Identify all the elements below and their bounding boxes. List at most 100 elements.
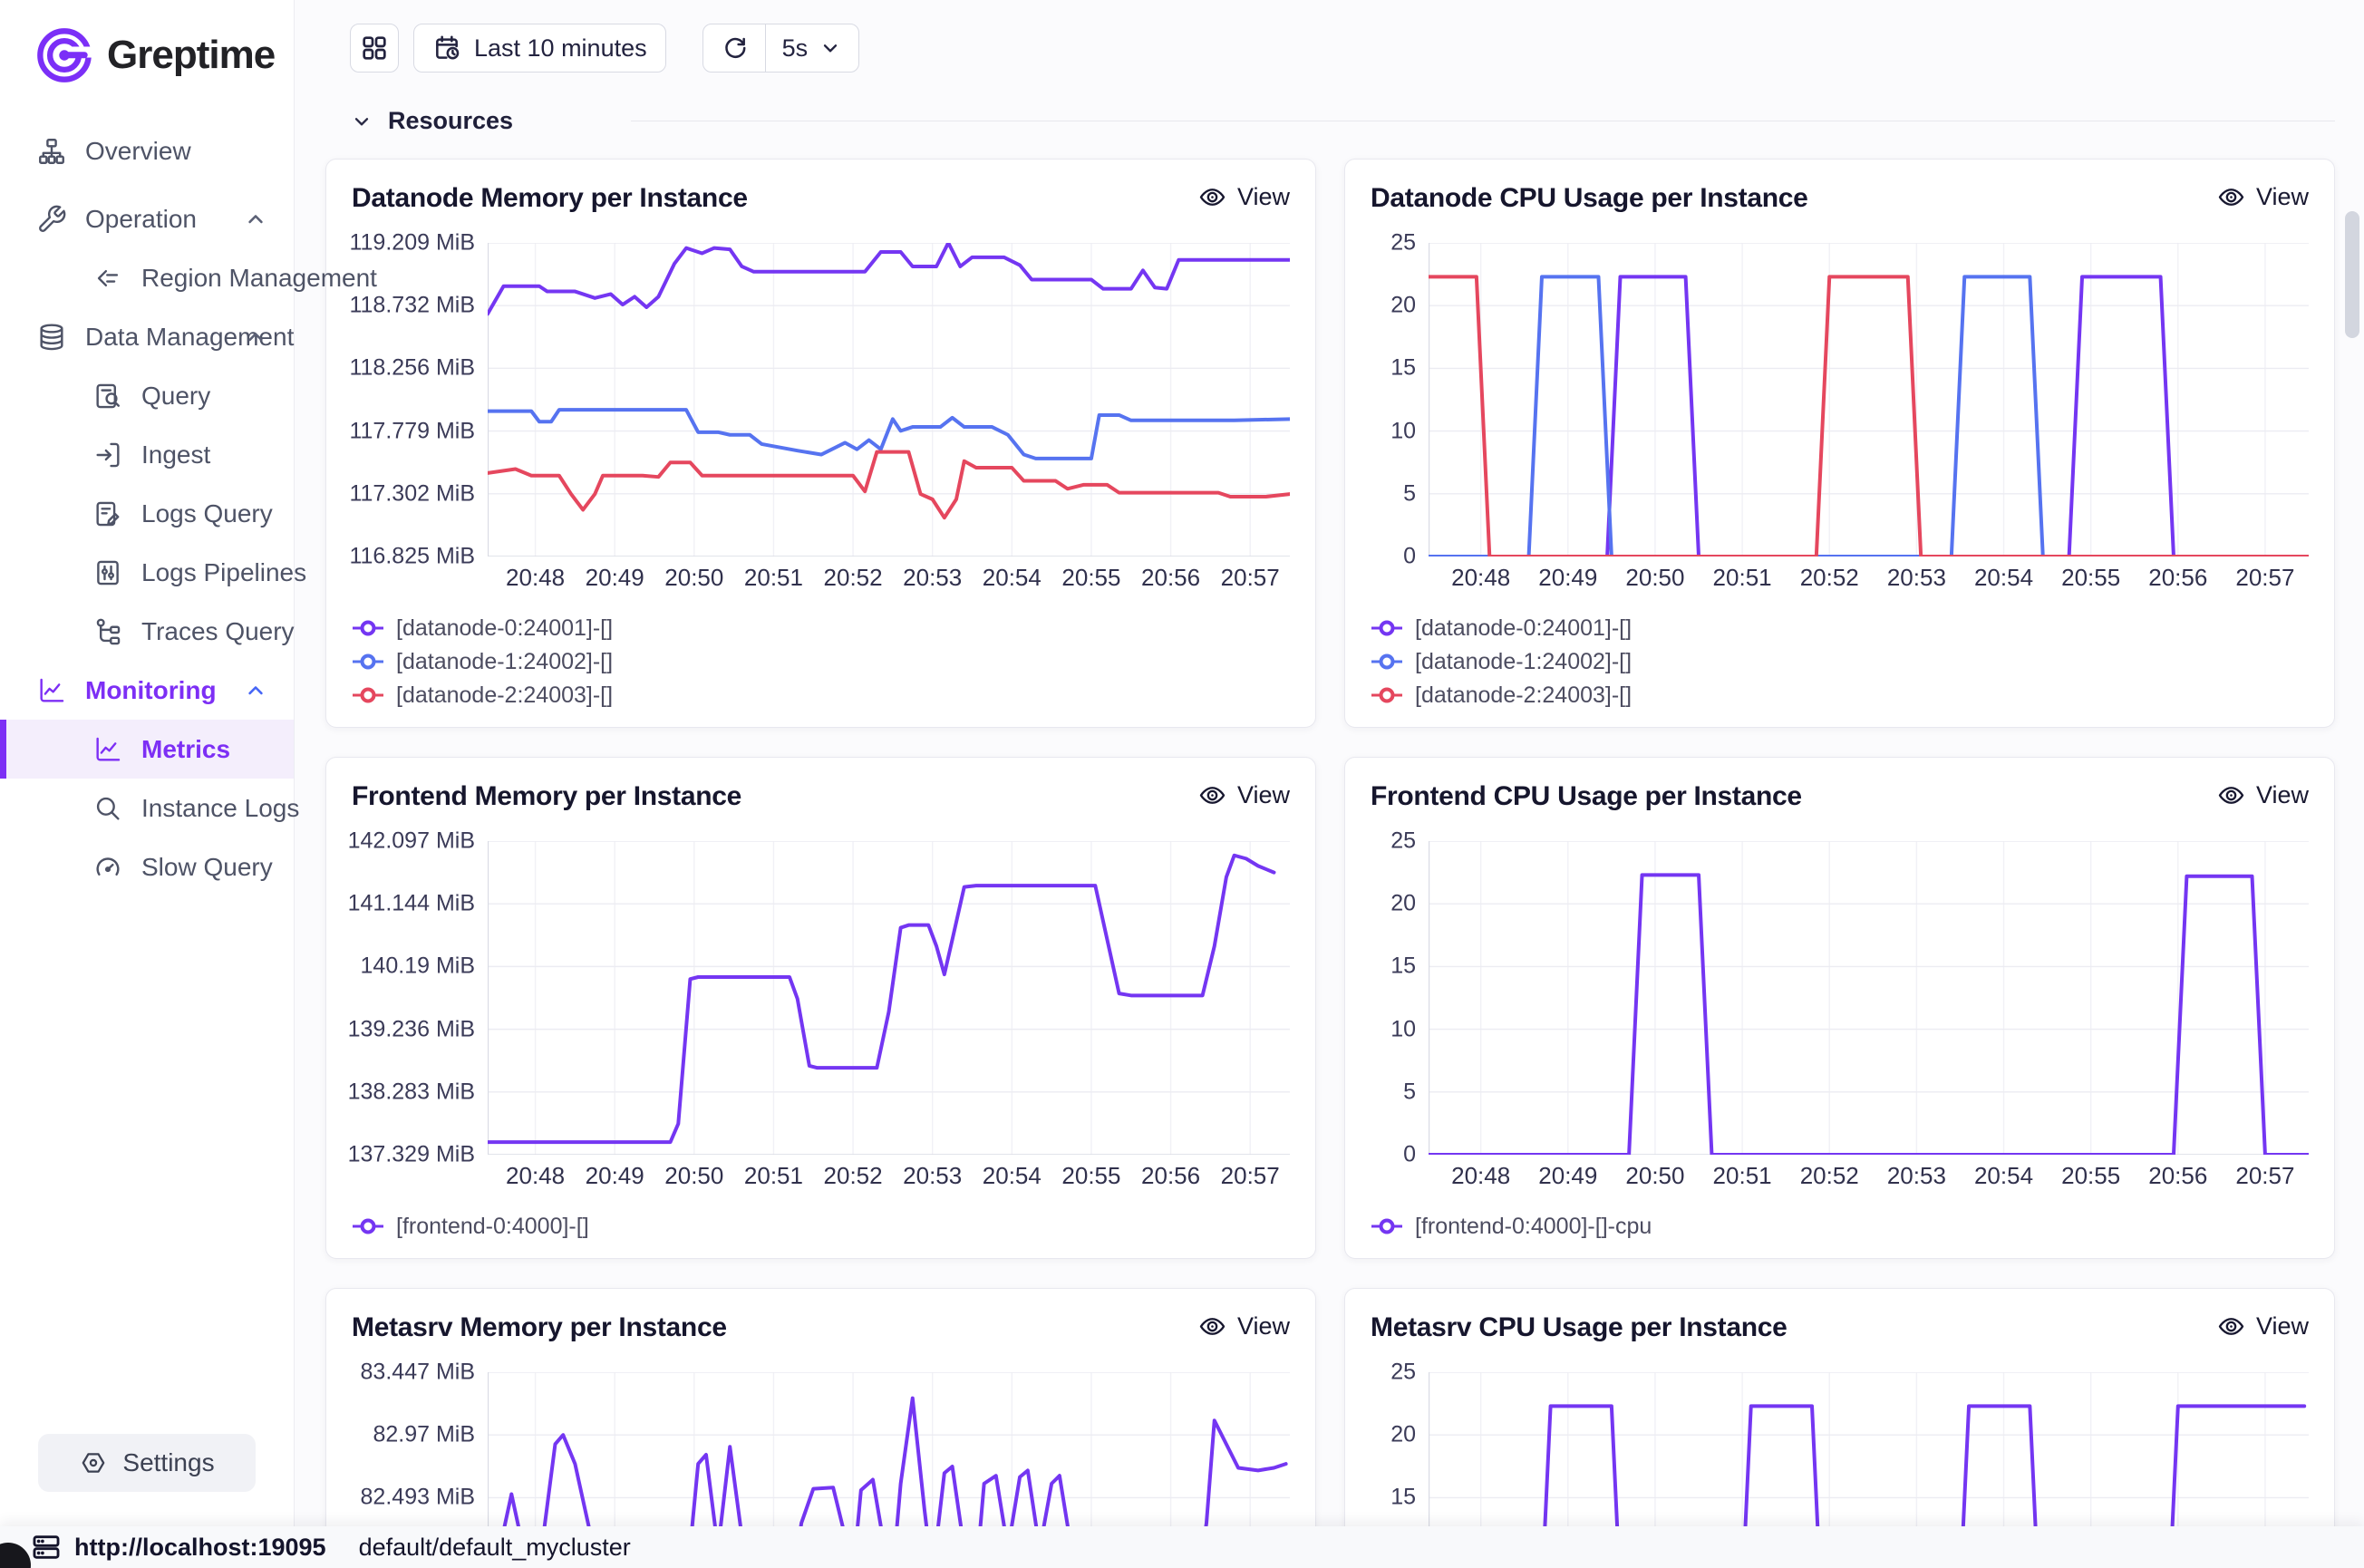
chart-canvas[interactable] [1429, 1372, 2309, 1526]
calendar-clock-icon [432, 34, 461, 63]
chart-plot-area[interactable] [1429, 841, 2309, 1155]
legend-item[interactable]: [datanode-2:24003]-[] [352, 682, 1290, 709]
sidebar-item-query[interactable]: Query [0, 366, 294, 425]
chart-plot-area[interactable] [1429, 243, 2309, 557]
view-button[interactable]: View [1198, 1312, 1290, 1341]
legend-marker-icon [1371, 618, 1403, 638]
chart-plot-area[interactable] [488, 243, 1290, 557]
time-range-button[interactable]: Last 10 minutes [413, 24, 666, 73]
chart-title: Metasrv Memory per Instance [352, 1312, 727, 1342]
chevron-up-icon [243, 324, 268, 350]
legend-label: [datanode-2:24003]-[] [396, 682, 614, 708]
region-management-icon [92, 263, 123, 294]
legend-marker-icon [1371, 652, 1403, 672]
chart: 119.209 MiB 118.732 MiB 118.256 MiB 117.779… [349, 230, 1290, 709]
x-tick-label: 20:51 [743, 1162, 803, 1189]
sidebar-item-instance-logs[interactable]: Instance Logs [0, 779, 299, 837]
sidebar-item-ingest[interactable]: Ingest [0, 425, 294, 484]
legend-item[interactable]: [datanode-2:24003]-[] [1371, 682, 2309, 709]
legend-label: [frontend-0:4000]-[] [396, 1213, 589, 1239]
ingest-icon [92, 440, 123, 470]
sidebar-item-logs-query[interactable]: Logs Query [0, 484, 294, 543]
main-content: Last 10 minutes 5s Resources [296, 0, 2364, 1526]
x-tick-label: 20:49 [1538, 564, 1598, 591]
sidebar-item-monitoring[interactable]: Monitoring [0, 661, 294, 720]
sidebar-item-label: Overview [85, 136, 191, 165]
chart-canvas[interactable] [1429, 243, 2309, 557]
chart-card: Metasrv Memory per Instance View 83.447 Mi… [325, 1288, 1316, 1526]
y-tick-label: 15 [1390, 354, 1416, 381]
y-tick-label: 82.97 MiB [373, 1421, 475, 1447]
sidebar-item-label: Operation [85, 204, 197, 233]
chart-plot-area[interactable] [488, 841, 1290, 1155]
view-label: View [2255, 781, 2309, 808]
series-line [488, 243, 1290, 314]
y-axis-labels: 25 20 15 10 5 0 [1371, 828, 1429, 1167]
y-tick-label: 10 [1390, 1016, 1416, 1042]
chart-plot-area[interactable] [1429, 1372, 2309, 1526]
chart-canvas[interactable] [488, 1372, 1290, 1526]
sidebar-item-traces-query[interactable]: Traces Query [0, 602, 295, 661]
interval-select[interactable]: 5s [764, 24, 859, 72]
y-tick-label: 139.236 MiB [347, 1016, 475, 1042]
y-tick-label: 20 [1390, 1421, 1416, 1447]
legend-item[interactable]: [datanode-1:24002]-[] [1371, 648, 2309, 675]
query-icon [92, 381, 123, 411]
sidebar-item-label: Logs Query [141, 498, 273, 528]
gear-icon [79, 1448, 108, 1477]
legend-marker-icon [352, 652, 384, 672]
legend-item[interactable]: [datanode-0:24001]-[] [1371, 615, 2309, 642]
y-tick-label: 20 [1390, 890, 1416, 916]
server-icon [31, 1532, 62, 1563]
view-button[interactable]: View [2217, 183, 2309, 211]
legend-item[interactable]: [frontend-0:4000]-[]-cpu [1371, 1213, 2309, 1240]
x-tick-label: 20:51 [743, 564, 803, 591]
y-tick-label: 0 [1403, 543, 1416, 569]
time-range-label: Last 10 minutes [474, 34, 647, 62]
chart-canvas[interactable] [488, 243, 1290, 557]
view-button[interactable]: View [2217, 1312, 2309, 1341]
sidebar-item-metrics[interactable]: Metrics [0, 720, 294, 779]
legend-marker-icon [1371, 685, 1403, 705]
legend-item[interactable]: [frontend-0:4000]-[] [352, 1213, 1290, 1240]
scrollbar-thumb[interactable] [2345, 211, 2359, 338]
x-tick-label: 20:56 [2148, 1162, 2208, 1189]
card-header: Frontend CPU Usage per Instance View [1371, 781, 2309, 818]
x-tick-label: 20:54 [1973, 1162, 2034, 1189]
y-axis-labels: 25 20 15 10 5 0 [1371, 230, 1429, 569]
sidebar: Greptime Overview Operation Region Managem… [0, 0, 377, 1526]
dashboard-grid-button[interactable] [350, 24, 399, 73]
section-title: Resources [388, 107, 514, 134]
sidebar-item-logs-pipelines[interactable]: Logs Pipelines [0, 543, 306, 602]
settings-button[interactable]: Settings [38, 1434, 256, 1492]
series-line [1429, 1406, 2304, 1526]
legend-item[interactable]: [datanode-0:24001]-[] [352, 615, 1290, 642]
sidebar-item-label: Instance Logs [141, 793, 300, 822]
view-button[interactable]: View [1198, 781, 1290, 809]
chart-plot-area[interactable] [488, 1372, 1290, 1526]
view-button[interactable]: View [2217, 781, 2309, 809]
sidebar-item-region-management[interactable]: Region Management [0, 248, 377, 307]
sidebar-item-label: Ingest [141, 440, 211, 469]
sidebar-item-slow-query[interactable]: Slow Query [0, 837, 294, 896]
charts-grid: Datanode Memory per Instance View 119.209 … [325, 159, 2335, 1526]
y-tick-label: 142.097 MiB [347, 828, 475, 854]
resources-section-header[interactable]: Resources [350, 107, 2335, 135]
sidebar-item-operation[interactable]: Operation [0, 189, 294, 248]
chart-canvas[interactable] [488, 841, 1290, 1155]
chart: 142.097 MiB 141.144 MiB 140.19 MiB 139.236 … [348, 828, 1290, 1240]
series-line [488, 452, 1290, 518]
sidebar-item-data-management[interactable]: Data Management [0, 307, 294, 366]
sidebar-item-overview[interactable]: Overview [0, 121, 294, 180]
refresh-button[interactable] [703, 24, 765, 72]
logo[interactable]: Greptime [0, 0, 294, 85]
sidebar-item-label: Traces Query [141, 616, 295, 645]
view-button[interactable]: View [1198, 183, 1290, 211]
slow-query-icon [92, 852, 123, 883]
legend-item[interactable]: [datanode-1:24002]-[] [352, 648, 1290, 675]
greptime-logo-icon [34, 25, 94, 85]
x-tick-label: 20:57 [2235, 1162, 2295, 1189]
chart-canvas[interactable] [1429, 841, 2309, 1155]
